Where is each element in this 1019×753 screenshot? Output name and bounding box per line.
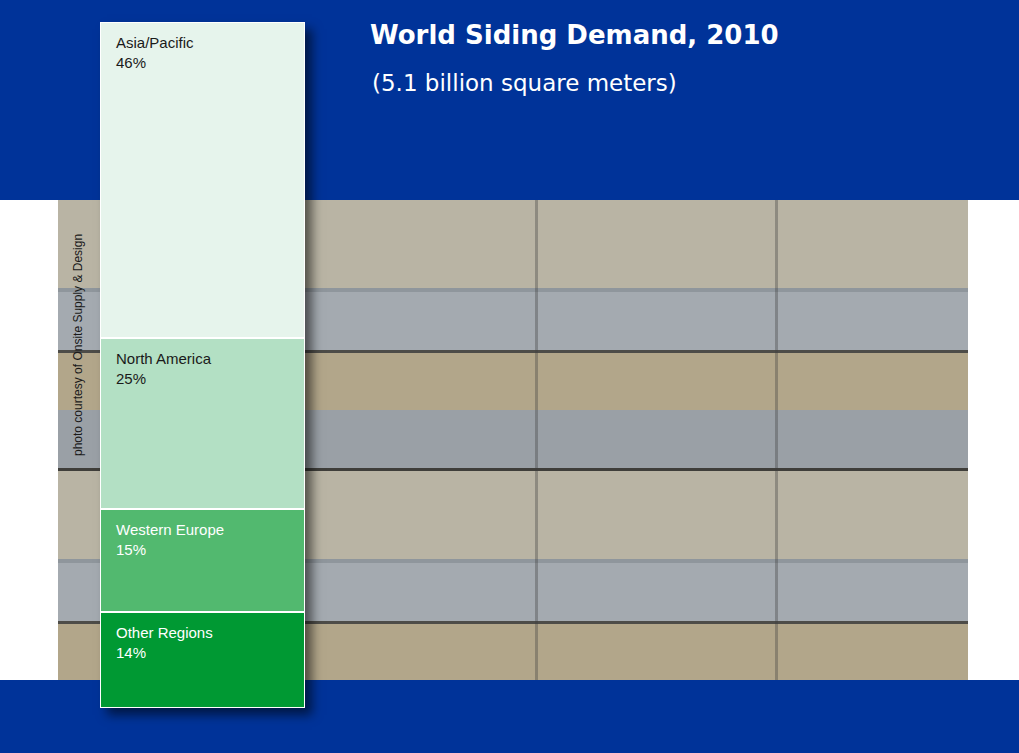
svg-text:Western Europe15%: Western Europe15% bbox=[116, 521, 224, 558]
svg-text:Asia/Pacific46%: Asia/Pacific46% bbox=[116, 34, 194, 71]
svg-text:World Siding Demand, 2010: World Siding Demand, 2010 bbox=[370, 20, 779, 50]
svg-text:North America25%: North America25% bbox=[116, 350, 212, 387]
svg-text:(5.1 billion square meters): (5.1 billion square meters) bbox=[372, 70, 677, 96]
svg-text:Other Regions14%: Other Regions14% bbox=[116, 624, 213, 661]
svg-text:photo courtesy of Onsite Suppl: photo courtesy of Onsite Supply & Design bbox=[71, 234, 85, 456]
